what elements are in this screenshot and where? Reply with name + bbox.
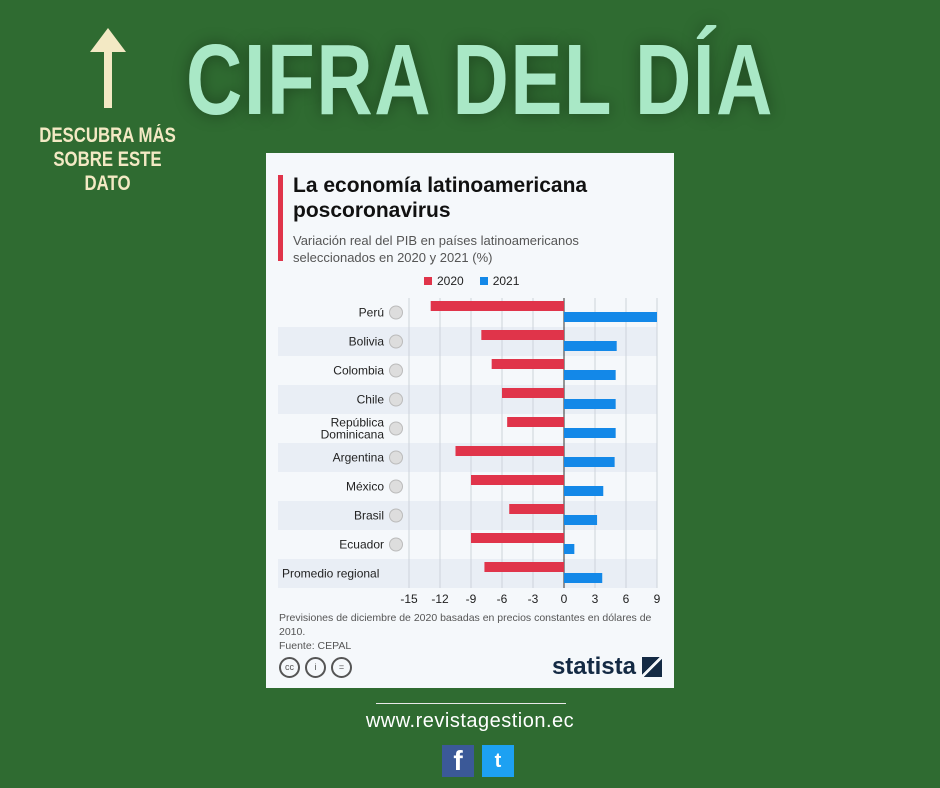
flag-icon: [389, 537, 403, 552]
arrow-up-icon: [90, 28, 126, 108]
bar-2021: [564, 341, 617, 351]
bar-2021: [564, 544, 575, 554]
bar-2021: [564, 312, 657, 322]
category-label: República: [331, 416, 385, 430]
category-label: Brasil: [354, 509, 384, 523]
category-label: Chile: [357, 393, 385, 407]
bar-2020: [509, 504, 564, 514]
chart-title: La economía latinoamericana poscoronavir…: [293, 174, 588, 222]
flag-icon: [389, 334, 403, 349]
bar-2020: [455, 446, 564, 456]
bar-2020: [471, 475, 564, 485]
bar-2020: [502, 388, 564, 398]
category-label: Perú: [359, 306, 384, 320]
license-icons[interactable]: cc i =: [279, 656, 352, 678]
facebook-icon[interactable]: f: [442, 745, 474, 777]
bar-2021: [564, 457, 615, 467]
bar-2020: [471, 533, 564, 543]
bar-2021: [564, 370, 616, 380]
row-band: [278, 501, 657, 530]
legend-2021: 2021: [479, 274, 519, 288]
flag-icon: [389, 508, 403, 523]
side-text[interactable]: DESCUBRA MÁS SOBRE ESTE DATO: [39, 124, 176, 195]
flag-icon: [389, 479, 403, 494]
website-link[interactable]: www.revistagestion.ec: [365, 710, 575, 732]
chart-note: Previsiones de diciembre de 2020 basadas…: [279, 612, 652, 652]
twitter-icon[interactable]: t: [482, 745, 514, 777]
x-tick-label: -3: [528, 592, 539, 606]
x-tick-label: 9: [654, 592, 661, 606]
attribution-icon: i: [305, 656, 326, 678]
bar-2021: [564, 486, 604, 496]
category-label: Argentina: [333, 451, 385, 465]
flag-icon: [389, 305, 403, 320]
flag-icon: [389, 421, 403, 436]
statista-logo[interactable]: statista: [552, 653, 662, 681]
legend: 2020 2021: [424, 274, 519, 288]
flag-icon: [389, 363, 403, 378]
x-tick-label: 6: [623, 592, 630, 606]
x-tick-label: -9: [466, 592, 477, 606]
headline: CIFRA DEL DÍA: [186, 24, 774, 136]
bar-chart: -15 -12 -9 -6 -3 0 3 6 9 Perú Bolivia Colombia Chile…: [278, 298, 661, 606]
card-footer: Previsiones de diciembre de 2020 basadas…: [279, 611, 662, 680]
bar-2021: [564, 573, 603, 583]
category-label: Promedio regional: [282, 567, 379, 581]
x-tick-label: 0: [561, 592, 568, 606]
legend-2020: 2020: [424, 274, 464, 288]
bar-2021: [564, 399, 616, 409]
bar-2021: [564, 515, 598, 525]
x-tick-label: -15: [400, 592, 418, 606]
category-label: Colombia: [333, 364, 384, 378]
bar-2020: [507, 417, 564, 427]
x-tick-label: 3: [592, 592, 599, 606]
bar-2020: [491, 359, 564, 369]
category-label: México: [346, 480, 384, 494]
category-label: Dominicana: [321, 428, 385, 442]
chart-card: La economía latinoamericana poscoronavir…: [266, 153, 674, 688]
no-derivatives-icon: =: [331, 656, 352, 678]
flag-icon: [389, 450, 403, 465]
bar-2020: [430, 301, 564, 311]
divider: [376, 703, 566, 704]
cc-icon: cc: [279, 656, 300, 678]
bar-2020: [484, 562, 564, 572]
flag-icon: [389, 392, 403, 407]
chart-subtitle: Variación real del PIB en países latinoa…: [293, 233, 579, 265]
category-label: Ecuador: [339, 538, 384, 552]
bar-2020: [481, 330, 564, 340]
category-label: Bolivia: [349, 335, 385, 349]
x-tick-label: -6: [497, 592, 508, 606]
bar-2021: [564, 428, 616, 438]
title-accent: [278, 175, 283, 261]
x-tick-label: -12: [431, 592, 449, 606]
statista-logo-icon: [642, 657, 662, 677]
